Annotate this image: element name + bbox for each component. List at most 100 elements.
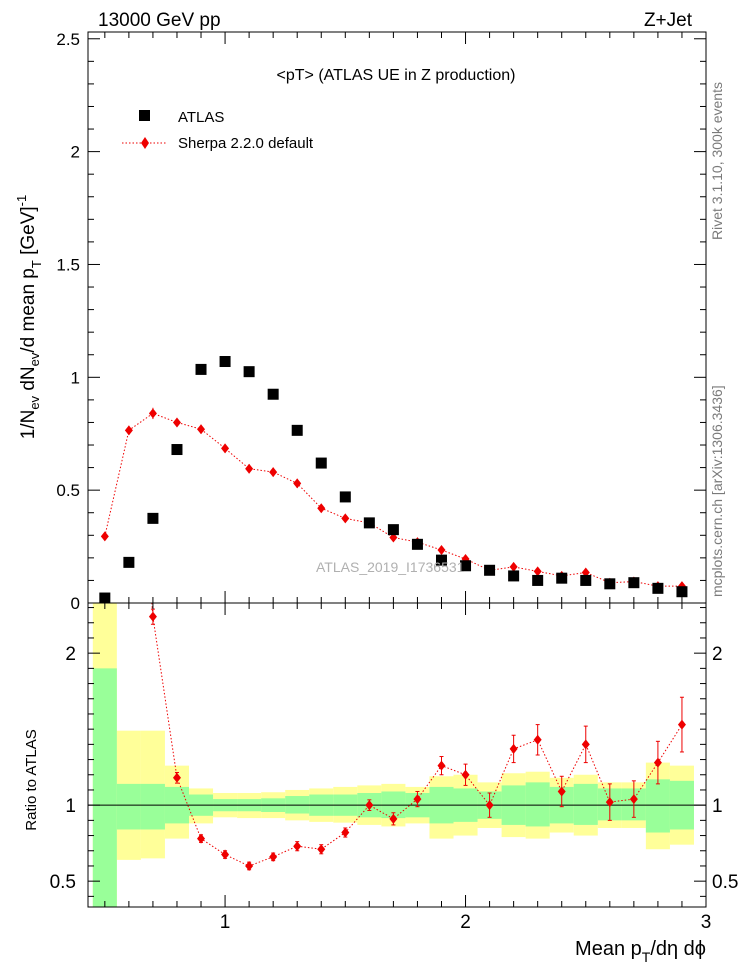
data-point-main (123, 556, 135, 568)
mc-point-ratio (653, 757, 662, 768)
mc-point-ratio (557, 786, 566, 797)
xlabel-part-0: Mean p (575, 938, 642, 960)
data-point-main (580, 574, 592, 586)
x-tick-label: 1 (220, 912, 231, 933)
mc-point-ratio (148, 611, 157, 622)
data-point-main (339, 491, 351, 503)
data-point-main (363, 517, 375, 529)
ylabel-part-7: -1 (14, 195, 29, 207)
mc-point-main (269, 467, 278, 478)
svg-text:Mean pT/dη dϕ: Mean pT/dη dϕ (575, 938, 706, 965)
data-point-main (556, 572, 568, 584)
mc-point-ratio (197, 833, 206, 844)
mc-point-ratio (533, 734, 542, 745)
mc-point-main (221, 443, 230, 454)
uncertainty-band-inner (645, 779, 670, 833)
main-panel: 0 0.5 1 1.5 2 2.5 (56, 30, 707, 613)
mc-point-main (197, 424, 206, 435)
data-point-main (532, 574, 544, 586)
ylabel-part-1: ev (27, 395, 42, 409)
header-left: 13000 GeV pp (98, 10, 221, 31)
mc-line-ratio (151, 603, 683, 867)
y-tick-label-ratio: 2 (65, 644, 76, 665)
mc-point-main (124, 425, 133, 436)
mc-point-ratio (317, 844, 326, 855)
mc-point-ratio (677, 719, 686, 730)
mc-point-ratio (437, 760, 446, 771)
y-tick-label-main: 2 (71, 143, 80, 162)
mc-point-ratio (413, 794, 422, 805)
mc-point-main (317, 503, 326, 514)
ylabel-part-4: /d mean p (18, 268, 39, 353)
y-tick-label-ratio: 1 (65, 796, 76, 817)
data-point-main (676, 586, 688, 598)
ylabel-part-5: T (29, 260, 44, 268)
uncertainty-band-inner (140, 783, 165, 830)
ylabel-part-6: [GeV] (18, 206, 39, 260)
y-tick-label-ratio-right: 0.5 (712, 872, 738, 893)
mc-point-ratio (629, 794, 638, 805)
y-tick-label-main: 1.5 (56, 255, 80, 274)
legend-label-atlas: ATLAS (178, 109, 224, 126)
mc-point-ratio (269, 851, 278, 862)
mc-point-ratio (509, 743, 518, 754)
ylabel-part-0: 1/N (18, 410, 39, 440)
x-tick-label: 3 (701, 912, 712, 933)
legend-label-sherpa: Sherpa 2.2.0 default (178, 135, 314, 152)
data-point-main (652, 582, 664, 594)
data-point-main (267, 388, 279, 400)
data-point-main (604, 578, 616, 590)
svg-text:1/Nev dNev/d mean pT [GeV]-1: 1/Nev dNev/d mean pT [GeV]-1 (14, 195, 44, 440)
mc-point-ratio (341, 827, 350, 838)
mc-point-ratio (172, 772, 181, 783)
data-point-main (291, 424, 303, 436)
data-point-main (460, 560, 472, 572)
y-tick-label-main: 2.5 (56, 30, 80, 49)
data-point-main (435, 554, 447, 566)
y-tick-label-main: 0 (71, 594, 80, 613)
legend-marker-sherpa (141, 137, 149, 149)
y-tick-label-ratio-right: 2 (712, 644, 723, 665)
xlabel-part-1: T (642, 949, 651, 965)
mc-point-ratio (461, 769, 470, 780)
mcplots-label: mcplots.cern.ch [arXiv:1306.3436] (709, 385, 725, 597)
x-axis-label: Mean pT/dη dϕ (575, 938, 706, 965)
data-point-main (484, 564, 496, 576)
ylabel-part-3: ev (27, 352, 42, 366)
main-title: <pT> (ATLAS UE in Z production) (277, 67, 516, 84)
xlabel-part-2: /dη dϕ (650, 938, 706, 960)
uncertainty-band-inner (525, 782, 550, 827)
ylabel-part-2: dN (18, 366, 39, 396)
data-point-main (195, 363, 207, 375)
x-tick-label: 2 (460, 912, 471, 933)
y-tick-label-main: 0.5 (56, 481, 80, 500)
data-point-main (219, 356, 231, 368)
data-point-main (508, 570, 520, 582)
mc-point-ratio (605, 797, 614, 808)
uncertainty-band-inner (573, 783, 598, 825)
mc-point-ratio (365, 800, 374, 811)
y-tick-label-ratio: 0.5 (50, 872, 76, 893)
mc-point-main (148, 408, 157, 419)
mc-point-ratio (293, 841, 302, 852)
legend-marker-atlas (139, 110, 150, 121)
data-point-main (387, 524, 399, 536)
y-axis-label-main: 1/Nev dNev/d mean pT [GeV]-1 (14, 195, 44, 440)
mc-point-ratio (245, 860, 254, 871)
y-axis-label-ratio: Ratio to ATLAS (23, 729, 40, 830)
mc-point-ratio (389, 813, 398, 824)
mc-point-main (533, 566, 542, 577)
uncertainty-band-inner (116, 783, 141, 830)
mc-point-ratio (485, 800, 494, 811)
mc-point-main (100, 531, 109, 542)
mc-point-main (437, 544, 446, 555)
mc-point-main (245, 463, 254, 474)
ratio-frame (87, 602, 707, 908)
data-point-main (171, 444, 183, 456)
mc-point-main (509, 561, 518, 572)
mc-point-ratio (221, 849, 230, 860)
mc-point-main (172, 417, 181, 428)
mc-point-main (293, 478, 302, 489)
ratio-panel: 0.5 0.5 1 1 2 2 1 2 3 (50, 602, 738, 933)
y-tick-label-main: 1 (71, 368, 80, 387)
